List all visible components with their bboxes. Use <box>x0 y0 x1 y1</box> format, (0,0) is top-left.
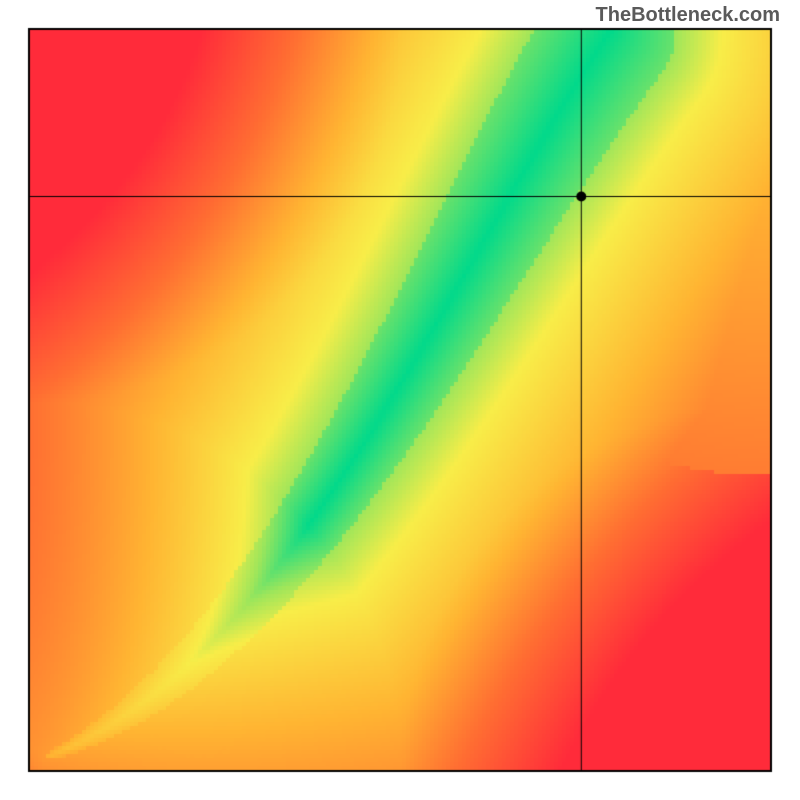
bottleneck-heatmap <box>0 0 800 800</box>
chart-container: TheBottleneck.com <box>0 0 800 800</box>
attribution-text: TheBottleneck.com <box>596 4 780 27</box>
